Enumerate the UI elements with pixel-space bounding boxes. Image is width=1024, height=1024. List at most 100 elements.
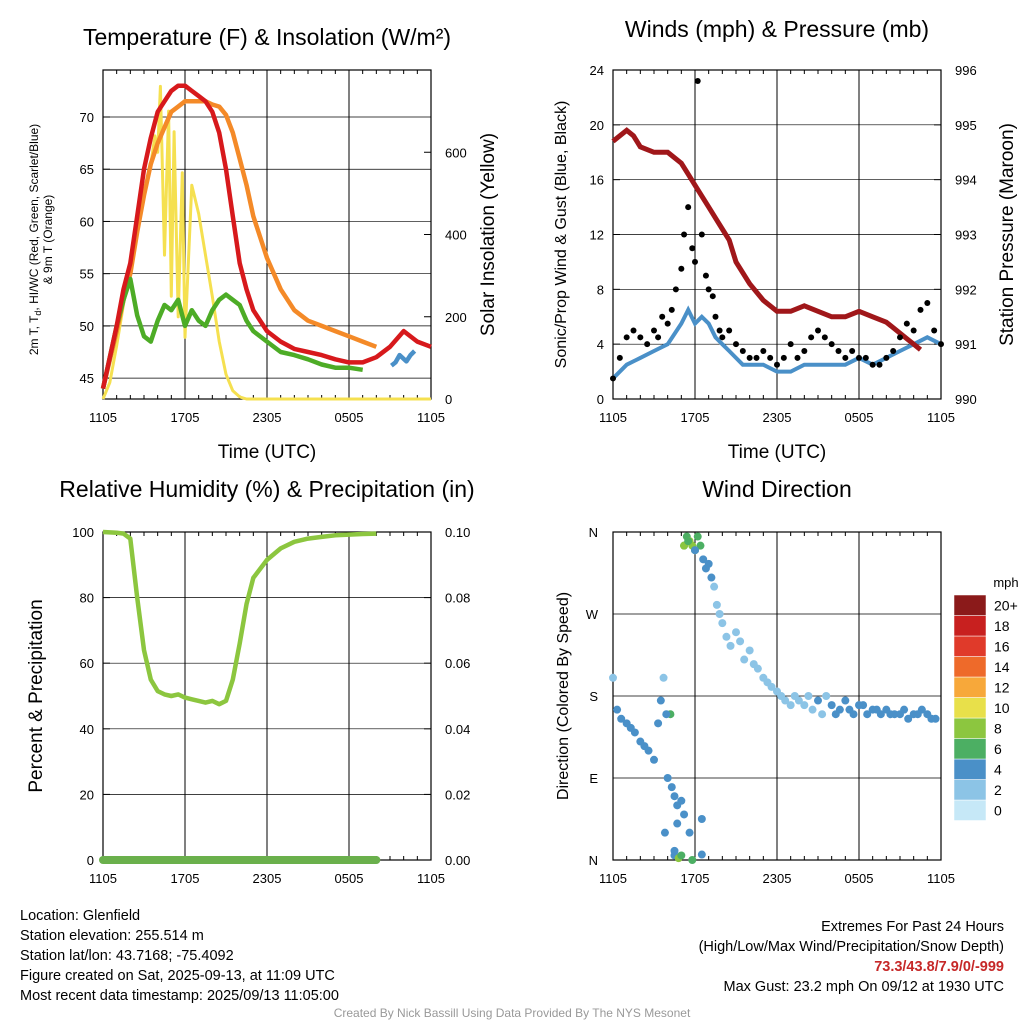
gust-point xyxy=(709,293,716,300)
y-tick-label: 8 xyxy=(597,282,604,297)
gust-point xyxy=(924,300,931,307)
gust-point xyxy=(862,354,869,361)
y2-tick-label: 992 xyxy=(955,282,977,297)
x-tick-label: 1105 xyxy=(417,871,445,886)
x-tick-label: 2305 xyxy=(763,871,792,886)
direction-point xyxy=(654,719,663,728)
gust-point xyxy=(630,327,637,334)
y-tick-label: 24 xyxy=(590,63,604,78)
y-tick-label: 4 xyxy=(597,337,604,352)
y-tick-label: 70 xyxy=(80,110,94,125)
x-tick-label: 1105 xyxy=(89,871,117,886)
x-axis-label: Time (UTC) xyxy=(218,442,317,463)
gust-point xyxy=(890,348,897,355)
gust-point xyxy=(849,348,856,355)
gust-point xyxy=(794,354,801,361)
legend-label: 8 xyxy=(994,720,1002,736)
y2-tick-label: 995 xyxy=(955,118,977,133)
legend-swatch xyxy=(953,635,987,657)
legend-label: 0 xyxy=(994,802,1002,818)
panel-1: 1105 1705 2305 0505 1105 Temperature (F) & In… xyxy=(27,24,499,463)
y-tick-label: 65 xyxy=(80,162,94,177)
y-tick-label: 100 xyxy=(72,525,94,540)
y2-axis-label: Solar Insolation (Yellow) xyxy=(478,133,499,336)
direction-point xyxy=(804,692,813,700)
y2-axis-label: Station Pressure (Maroon) xyxy=(997,123,1018,346)
gust-point xyxy=(821,334,828,341)
x-tick-label: 1105 xyxy=(417,410,445,425)
direction-point xyxy=(685,828,694,837)
direction-point xyxy=(890,710,899,719)
gust-point xyxy=(739,348,746,355)
recent-data-text: Most recent data timestamp: 2025/09/13 1… xyxy=(20,988,339,1004)
y2-tick-label: 993 xyxy=(955,228,977,243)
series-line-t-d xyxy=(100,276,364,390)
y-axis-label: Percent & Precipitation xyxy=(26,599,47,792)
y-tick-label: E xyxy=(589,771,598,786)
y-axis-label: 2m T, Td, HI/WC (Red, Green, Scarlet/Blu… xyxy=(27,124,43,355)
gust-point xyxy=(780,354,787,361)
direction-point xyxy=(663,774,672,782)
direction-point xyxy=(670,792,679,801)
extremes-values: 73.3/43.8/7.9/0/-999 xyxy=(874,959,1004,975)
max-gust-text: Max Gust: 23.2 mph On 09/12 at 1930 UTC xyxy=(723,979,1004,995)
direction-point xyxy=(917,705,926,714)
y-tick-label: 80 xyxy=(80,591,94,606)
direction-point xyxy=(656,696,665,705)
direction-point xyxy=(740,655,749,664)
direction-point xyxy=(753,664,762,673)
direction-point xyxy=(786,701,795,710)
y2-tick-label: 996 xyxy=(955,63,977,78)
station-info: Location: Glenfield Station elevation: 2… xyxy=(20,906,339,1006)
direction-point xyxy=(697,815,706,823)
legend-label: 12 xyxy=(994,679,1010,695)
legend-label: 4 xyxy=(994,761,1002,777)
direction-point xyxy=(822,692,831,700)
panel-2: 1105 1705 2305 0505 1105 Winds (mph) & Pressu… xyxy=(553,16,1018,463)
gust-point xyxy=(712,313,719,320)
y2-tick-label: 400 xyxy=(445,228,467,243)
gust-point xyxy=(689,245,696,252)
direction-point xyxy=(736,637,745,646)
direction-point xyxy=(677,796,686,805)
direction-point xyxy=(660,828,669,837)
y-tick-label: N xyxy=(589,525,598,540)
legend-label: 18 xyxy=(994,618,1010,634)
x-tick-label: 1105 xyxy=(599,871,627,886)
x-tick-label: 1105 xyxy=(927,871,955,886)
panel-title: Wind Direction xyxy=(702,476,852,502)
y-tick-label: 0 xyxy=(597,392,604,407)
gust-point xyxy=(659,313,666,320)
y-tick-label: 12 xyxy=(590,228,604,243)
direction-point xyxy=(849,710,858,719)
panel-title: Relative Humidity (%) & Precipitation (i… xyxy=(59,476,474,502)
direction-point xyxy=(712,600,721,609)
gust-point xyxy=(610,375,616,382)
direction-point xyxy=(650,755,658,764)
gust-point xyxy=(616,354,623,361)
direction-point xyxy=(691,546,699,555)
panel-title: Winds (mph) & Pressure (mb) xyxy=(625,16,929,42)
gust-point xyxy=(760,348,767,355)
direction-point xyxy=(684,537,693,546)
x-tick-label: 2305 xyxy=(763,410,792,425)
direction-point xyxy=(673,819,682,828)
gust-point xyxy=(668,306,675,313)
y2-tick-label: 990 xyxy=(955,392,977,407)
extremes-panel: Extremes For Past 24 Hours (High/Low/Max… xyxy=(699,917,1004,997)
y2-tick-label: 0.02 xyxy=(445,787,470,802)
x-tick-label: 2305 xyxy=(253,410,282,425)
y-tick-label: 55 xyxy=(80,267,94,282)
direction-point xyxy=(667,783,676,792)
gust-point xyxy=(774,361,780,368)
direction-point xyxy=(617,714,626,723)
series-line-2m-t xyxy=(100,83,432,390)
legend-label: 14 xyxy=(994,659,1010,675)
direction-point xyxy=(863,710,872,719)
x-tick-label: 1705 xyxy=(681,871,710,886)
direction-point xyxy=(659,673,668,682)
legend-swatch xyxy=(953,656,987,678)
direction-point xyxy=(767,682,776,691)
x-axis-label: Time (UTC) xyxy=(728,442,827,463)
direction-point xyxy=(696,541,705,550)
